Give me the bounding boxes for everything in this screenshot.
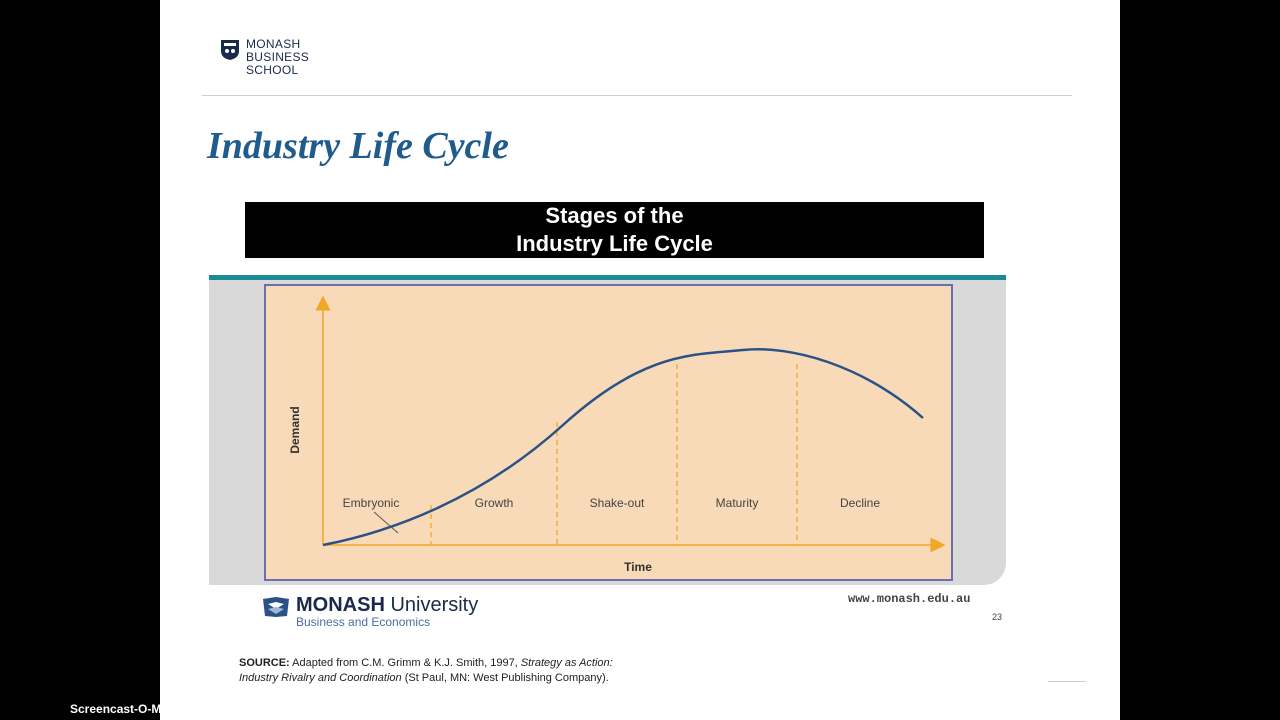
life-cycle-chart: Embryonic Growth Shake-out Maturity Decline … (264, 284, 953, 581)
x-axis-label: Time (624, 560, 652, 574)
monash-business-school-logo: MONASH BUSINESS SCHOOL (220, 38, 309, 77)
logo-line-1: MONASH (246, 37, 301, 51)
university-name-bold: MONASH (296, 594, 385, 616)
stage-label-decline: Decline (840, 496, 880, 510)
diagram-banner: Stages of the Industry Life Cycle (245, 202, 984, 258)
stage-dividers (430, 364, 798, 545)
header-divider (202, 95, 1072, 96)
faculty-name: Business and Economics (296, 615, 431, 629)
logo-line-3: SCHOOL (246, 63, 299, 77)
university-name-rest: University (384, 594, 479, 616)
teal-accent-bar (209, 275, 1006, 280)
source-title-1: Strategy as Action: (520, 657, 613, 669)
source-citation: SOURCE: Adapted from C.M. Grimm & K.J. S… (239, 656, 669, 686)
slide-title: Industry Life Cycle (207, 125, 509, 167)
university-name: MONASH University (296, 594, 478, 616)
embryonic-pointer (373, 511, 399, 534)
banner-line-2: Industry Life Cycle (516, 231, 713, 256)
source-text-2: (St Paul, MN: West Publishing Company). (401, 672, 609, 684)
monash-crest-icon (263, 597, 289, 617)
monash-university-logo: MONASH University Business and Economics (262, 594, 478, 628)
figure-page-number: 23 (992, 612, 1003, 622)
slide: MONASH BUSINESS SCHOOL Industry Life Cyc… (160, 0, 1120, 720)
stage-labels: Embryonic Growth Shake-out Maturity Decline (343, 496, 881, 510)
source-title-2: Industry Rivalry and Coordination (239, 672, 402, 684)
stage-label-maturity: Maturity (716, 496, 759, 510)
source-label: SOURCE: (239, 657, 290, 669)
monash-crest-icon (221, 40, 239, 60)
stage-label-embryonic: Embryonic (343, 496, 400, 510)
y-axis-label: Demand (288, 406, 302, 453)
stage-label-shake-out: Shake-out (590, 496, 645, 510)
monash-url: www.monash.edu.au (848, 592, 971, 606)
footer-divider (1048, 681, 1086, 682)
stage-label-growth: Growth (475, 496, 514, 510)
logo-line-2: BUSINESS (246, 50, 310, 64)
screencast-watermark: Screencast-O-Matic.com (70, 702, 211, 716)
chart-plot-area (264, 284, 953, 581)
source-text-1: Adapted from C.M. Grimm & K.J. Smith, 19… (289, 657, 521, 669)
banner-line-1: Stages of the (545, 203, 684, 228)
demand-curve (322, 348, 924, 547)
